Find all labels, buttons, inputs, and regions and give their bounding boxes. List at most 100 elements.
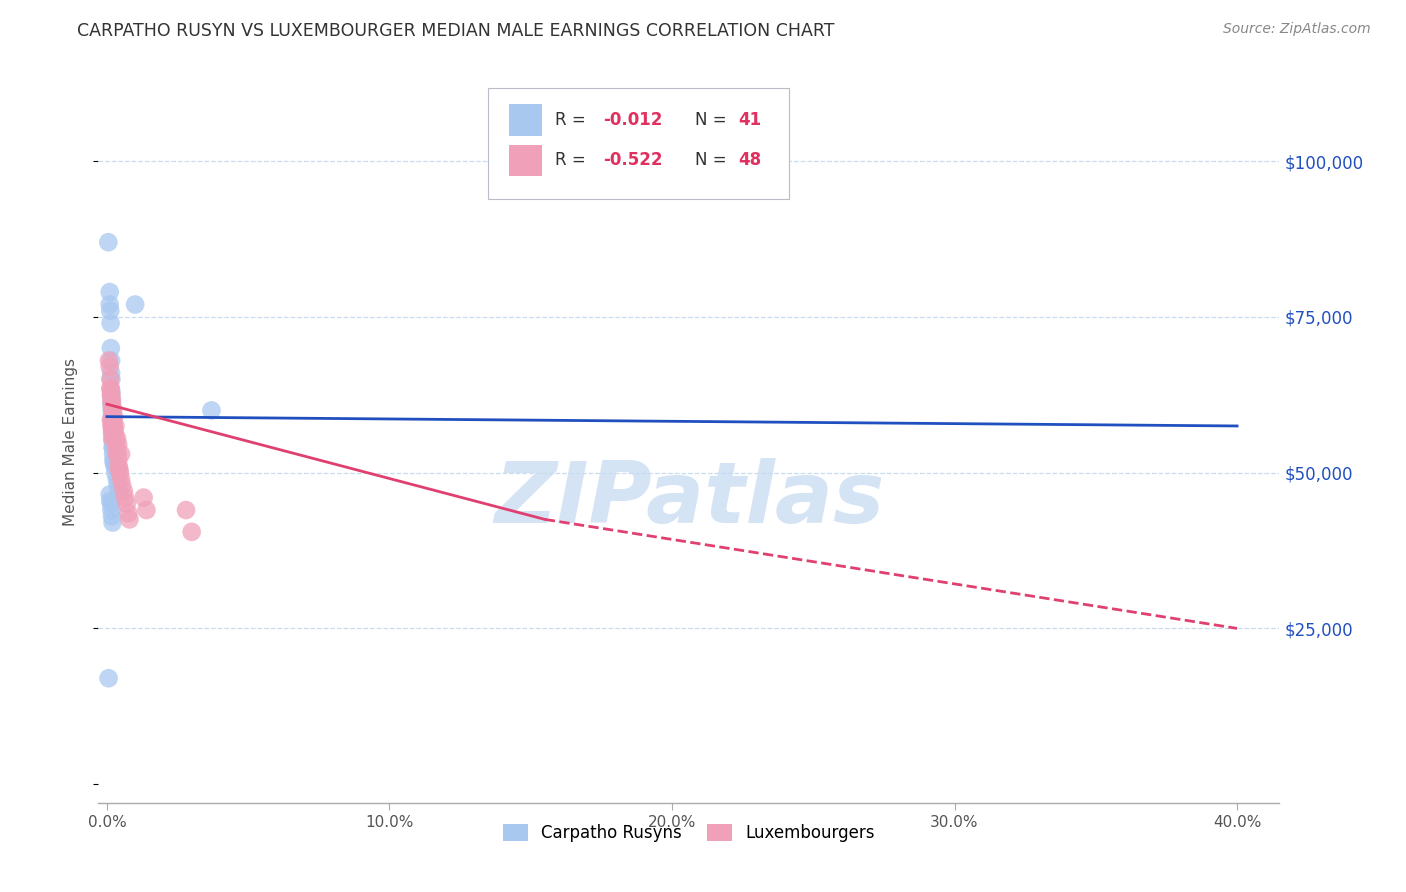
Point [101,422,124,436]
Point [117,506,139,520]
Point [104,459,127,474]
Point [100,394,122,409]
Point [110,472,132,486]
Point [100,382,122,396]
Point [115,497,138,511]
Point [101,416,124,430]
Point [200,403,222,417]
Point [107,478,129,492]
Point [101,394,124,409]
Point [103,422,125,436]
Point [100,384,122,399]
Point [103,409,125,424]
Point [108,462,131,476]
Point [100,366,122,380]
Point [101,416,124,430]
Point [101,441,124,455]
Point [98,493,121,508]
Y-axis label: Median Male Earnings: Median Male Earnings [63,358,77,525]
Point [105,441,128,455]
Point [103,425,125,440]
Point [108,466,131,480]
Point [112,484,135,499]
Point [101,413,124,427]
Point [135,503,157,517]
Point [107,447,129,461]
Text: N =: N = [695,111,731,129]
Point [101,407,124,421]
Point [103,453,125,467]
FancyBboxPatch shape [509,104,543,136]
Point [105,447,128,461]
Point [98,285,121,299]
Point [98,382,121,396]
Point [107,453,129,467]
Text: 41: 41 [738,111,762,129]
Point [100,397,122,411]
Point [101,509,124,524]
Point [97,671,120,685]
Point [101,447,124,461]
Point [100,503,122,517]
Point [98,297,121,311]
Point [97,353,120,368]
Point [101,432,124,446]
Point [110,447,132,461]
FancyBboxPatch shape [509,145,543,177]
Point [104,428,127,442]
Point [101,425,124,440]
Point [100,391,122,405]
Point [101,401,124,415]
Point [100,403,122,417]
Point [100,372,122,386]
Point [100,497,122,511]
Text: CARPATHO RUSYN VS LUXEMBOURGER MEDIAN MALE EARNINGS CORRELATION CHART: CARPATHO RUSYN VS LUXEMBOURGER MEDIAN MA… [77,22,835,40]
Point [97,235,120,250]
Point [180,524,202,539]
Text: N =: N = [695,152,731,169]
Point [107,484,129,499]
Point [100,341,122,355]
Point [107,437,129,451]
Point [124,297,146,311]
Point [100,413,122,427]
Point [114,491,136,505]
Point [104,434,127,449]
Text: ZIPatlas: ZIPatlas [494,458,884,541]
Point [101,409,124,424]
FancyBboxPatch shape [488,87,789,200]
Point [98,487,121,501]
Point [100,397,122,411]
Text: -0.012: -0.012 [603,111,662,129]
Point [98,303,121,318]
Point [100,419,122,434]
Text: R =: R = [555,111,592,129]
Text: Source: ZipAtlas.com: Source: ZipAtlas.com [1223,22,1371,37]
Point [101,413,124,427]
Point [101,434,124,449]
Legend: Carpatho Rusyns, Luxembourgers: Carpatho Rusyns, Luxembourgers [496,817,882,848]
Point [98,359,121,374]
Text: -0.522: -0.522 [603,152,662,169]
Point [103,456,125,470]
Point [105,432,128,446]
Point [101,401,124,415]
Point [101,432,124,446]
Point [101,403,124,417]
Text: 48: 48 [738,152,762,169]
Point [100,388,122,402]
Point [105,472,128,486]
Point [103,419,125,434]
Point [104,434,127,449]
Point [98,372,121,386]
Point [100,316,122,330]
Point [174,503,197,517]
Point [118,512,141,526]
Point [100,388,122,402]
Text: R =: R = [555,152,592,169]
Point [111,478,134,492]
Point [101,441,124,455]
Point [101,422,124,436]
Point [132,491,155,505]
Point [101,516,124,530]
